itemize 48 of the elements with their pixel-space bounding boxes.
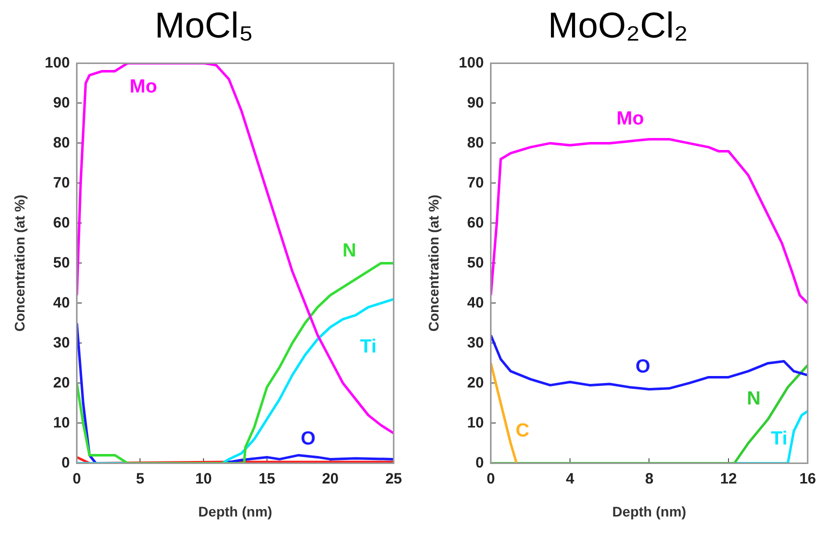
y-tick-label: 30 (467, 334, 484, 352)
y-axis-title: Concentration (at %) (425, 194, 442, 332)
x-tick-label: 20 (322, 470, 339, 488)
y-tick-label: 70 (53, 174, 70, 192)
series-label: Mo (616, 108, 644, 130)
y-tick-label: 50 (53, 254, 70, 272)
series-label: O (300, 428, 316, 450)
x-tick-label: 4 (566, 470, 575, 488)
y-tick-label: 100 (44, 54, 70, 72)
y-tick-label: 40 (53, 294, 70, 312)
x-tick-label: 12 (720, 470, 737, 488)
y-tick-label: 10 (53, 414, 70, 432)
y-axis-title: Concentration (at %) (11, 194, 28, 332)
x-axis-title: Depth (nm) (198, 503, 272, 520)
series-label: Ti (360, 336, 377, 358)
y-tick-label: 0 (475, 454, 484, 472)
y-tick-label: 20 (467, 374, 484, 392)
series-label: Ti (770, 428, 788, 450)
x-tick-label: 0 (486, 470, 495, 488)
series-label: N (342, 240, 356, 262)
y-tick-label: 90 (53, 94, 70, 112)
x-tick-label: 15 (258, 470, 276, 488)
y-tick-label: 60 (467, 214, 484, 232)
y-tick-label: 80 (467, 134, 484, 152)
x-tick-label: 25 (385, 470, 402, 488)
y-tick-label: 10 (467, 414, 484, 432)
x-tick-label: 10 (195, 470, 212, 488)
x-axis-title: Depth (nm) (612, 503, 686, 520)
y-tick-label: 80 (53, 134, 70, 152)
series-label: N (746, 388, 761, 410)
y-tick-label: 50 (467, 254, 484, 272)
series-label: O (636, 356, 650, 378)
x-tick-label: 5 (136, 470, 144, 488)
y-tick-label: 20 (53, 374, 70, 392)
x-tick-label: 0 (72, 470, 81, 488)
y-tick-label: 70 (467, 174, 484, 192)
series-label: Mo (130, 76, 158, 98)
series-label: C (516, 420, 530, 442)
chart-title: MoO₂Cl₂ (548, 4, 688, 46)
x-tick-label: 16 (799, 470, 816, 488)
y-tick-label: 40 (467, 294, 484, 312)
x-tick-label: 8 (645, 470, 654, 488)
y-tick-label: 90 (467, 94, 484, 112)
y-tick-label: 60 (53, 214, 70, 232)
y-tick-label: 0 (61, 454, 70, 472)
y-tick-label: 30 (53, 334, 70, 352)
y-tick-label: 100 (458, 54, 484, 72)
chart-title: MoCl₅ (154, 4, 254, 46)
